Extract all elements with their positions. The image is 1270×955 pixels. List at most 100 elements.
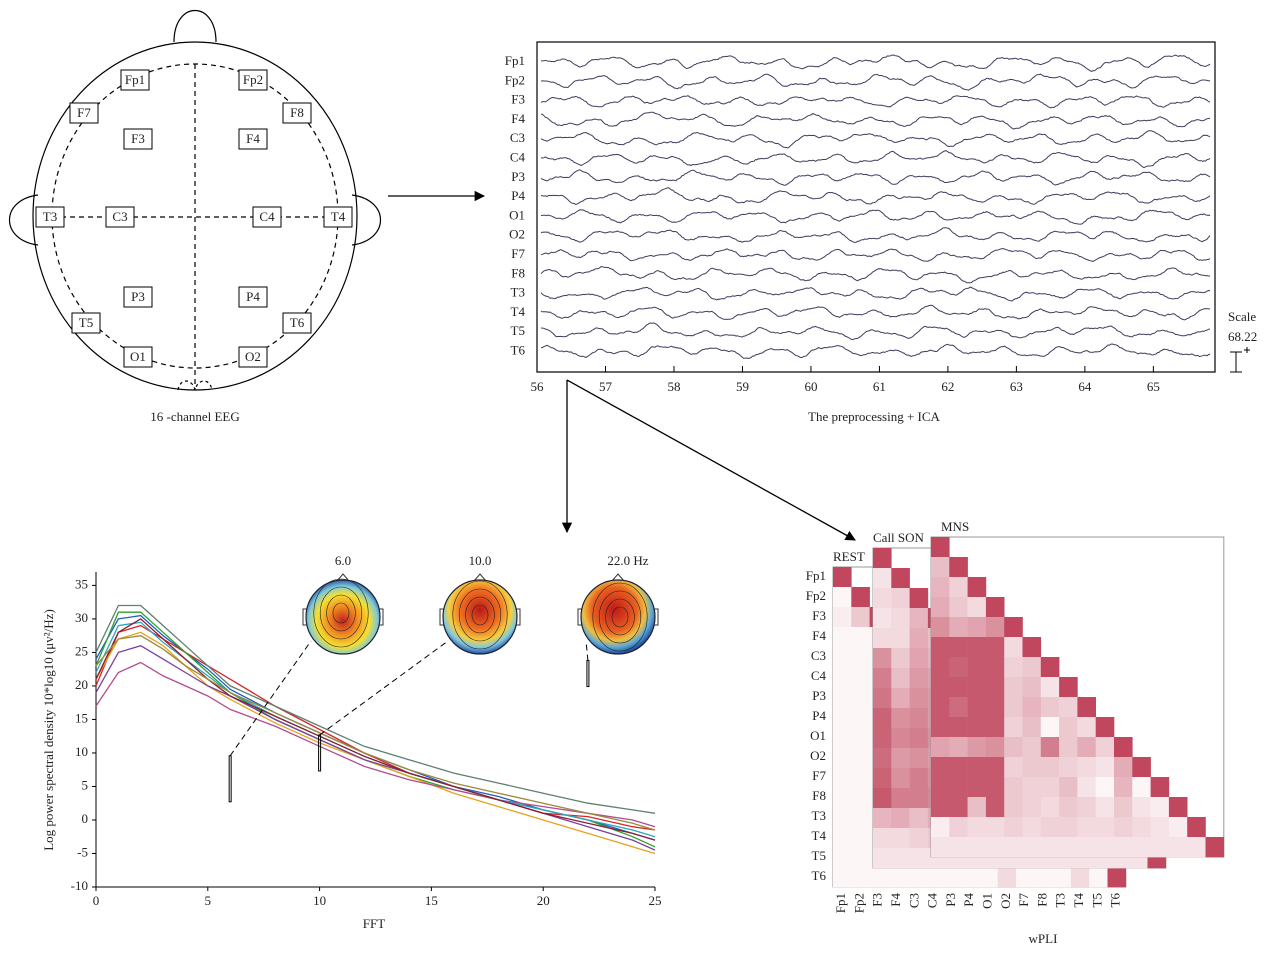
wpli-cell — [891, 688, 910, 709]
wpli-cell — [1034, 867, 1053, 888]
electrode-box — [238, 69, 268, 91]
y-tick-label: -10 — [71, 878, 88, 893]
wpli-cell — [931, 557, 950, 578]
psd-line — [95, 618, 656, 841]
electrode-box — [238, 346, 268, 368]
row-label: F7 — [812, 768, 826, 783]
wpli-cell — [1095, 777, 1115, 798]
wpli-cell — [909, 688, 929, 709]
col-label: T3 — [1053, 893, 1068, 907]
wpli-cell — [967, 837, 987, 858]
wpli-cell — [949, 577, 968, 598]
col-label: P4 — [961, 893, 976, 907]
row-label: F8 — [812, 788, 826, 803]
eeg-trace — [540, 73, 1211, 91]
wpli-cell — [891, 728, 910, 749]
wpli-cell — [851, 587, 870, 608]
row-label: T3 — [812, 808, 826, 823]
topomap — [305, 579, 381, 655]
wpli-cell — [1168, 817, 1188, 838]
electrode-box — [282, 312, 312, 334]
wpli-cell — [851, 647, 870, 668]
electrode-box — [238, 286, 268, 308]
wpli-cell — [873, 628, 892, 649]
wpli-cell — [1077, 737, 1096, 758]
wpli-cell — [1114, 757, 1133, 778]
col-label: C4 — [925, 893, 940, 909]
y-tick-label: 35 — [75, 576, 88, 591]
wpli-cell — [891, 568, 910, 589]
col-label: P3 — [943, 893, 958, 907]
wpli-cell — [833, 707, 852, 728]
row-label: F4 — [812, 628, 826, 643]
wpli-cell — [873, 768, 892, 789]
eeg-trace — [540, 150, 1211, 169]
wpli-cell — [931, 837, 950, 858]
wpli-cell — [833, 607, 852, 628]
matrix-title: MNS — [941, 519, 969, 534]
wpli-cell — [906, 867, 925, 888]
electrode-box — [282, 102, 312, 124]
wpli-cell — [873, 828, 892, 849]
wpli-cell — [851, 867, 870, 888]
col-label: Fp1 — [833, 893, 848, 913]
wpli-cell — [851, 627, 870, 648]
eeg-trace — [540, 248, 1211, 262]
col-label: Fp2 — [851, 893, 866, 913]
channel-label: O2 — [509, 227, 525, 242]
wpli-cell — [1059, 837, 1078, 858]
topomap-label: 6.0 — [335, 553, 351, 568]
frequency-marker — [228, 755, 232, 803]
electrode-box — [323, 206, 353, 228]
wpli-cell — [967, 737, 987, 758]
wpli-cell — [833, 587, 852, 608]
wpli-cell — [909, 628, 929, 649]
wpli-cell — [1132, 757, 1151, 778]
electrode-box — [35, 206, 65, 228]
channel-label: T4 — [511, 304, 526, 319]
wpli-cell — [1059, 777, 1078, 798]
wpli-cell — [985, 637, 1005, 658]
col-label: O2 — [998, 893, 1013, 909]
wpli-cell — [1059, 757, 1078, 778]
x-tick-label: 62 — [941, 379, 954, 394]
wpli-cell — [985, 757, 1005, 778]
wpli-cell — [1095, 737, 1115, 758]
wpli-cell — [891, 828, 910, 849]
topomap-connector — [585, 640, 589, 661]
wpli-cell — [967, 717, 987, 738]
wpli-cell — [931, 677, 950, 698]
wpli-cell — [949, 737, 968, 758]
electrode-box — [69, 102, 99, 124]
wpli-cell — [1077, 797, 1096, 818]
col-label: F7 — [1016, 893, 1031, 907]
wpli-cell — [1059, 737, 1078, 758]
wpli-cell — [873, 788, 892, 809]
electrode-label: F7 — [77, 105, 91, 120]
wpli-cell — [873, 588, 892, 609]
wpli-cell — [851, 707, 870, 728]
x-tick-label: 65 — [1147, 379, 1160, 394]
channel-label: P4 — [511, 188, 525, 203]
wpli-cell — [961, 867, 980, 888]
topomap-contour — [326, 594, 356, 632]
head-outline — [9, 9, 381, 391]
wpli-cell — [1132, 777, 1151, 798]
row-label: O2 — [810, 748, 826, 763]
topomap-contour — [598, 590, 642, 644]
eeg-trace — [540, 209, 1211, 225]
wpli-cell — [931, 797, 950, 818]
x-tick-label: 57 — [599, 379, 613, 394]
wpli-cell — [931, 657, 950, 678]
psd-line — [95, 624, 656, 831]
electrode-box — [105, 206, 135, 228]
electrode-box — [252, 206, 282, 228]
y-tick-label: -5 — [77, 844, 88, 859]
topomap-contour — [605, 598, 635, 636]
wpli-cell — [1022, 837, 1042, 858]
wpli-cell — [851, 847, 870, 868]
wpli-cell — [949, 677, 968, 698]
wpli-cell — [1004, 677, 1023, 698]
wpli-cell — [949, 717, 968, 738]
electrode-label: P4 — [246, 289, 260, 304]
